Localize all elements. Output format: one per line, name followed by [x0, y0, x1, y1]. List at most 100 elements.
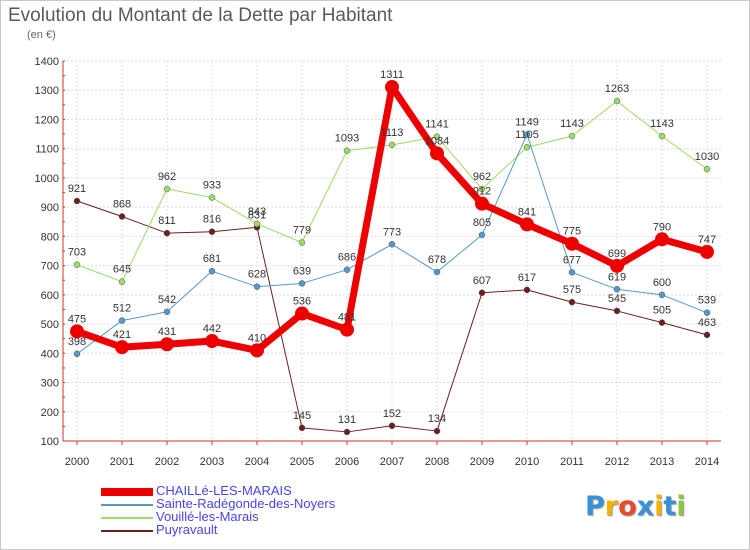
legend-swatch — [101, 517, 153, 519]
legend-label: Vouillé-les-Marais — [156, 509, 259, 524]
data-point — [658, 291, 666, 299]
data-label: 1084 — [425, 135, 449, 147]
data-label: 645 — [113, 264, 131, 276]
data-point — [70, 324, 84, 339]
data-point — [478, 231, 486, 239]
data-point — [118, 278, 126, 285]
data-label: 545 — [608, 293, 626, 305]
data-point — [208, 228, 216, 235]
x-tick-label: 2003 — [200, 456, 224, 468]
x-tick-label: 2010 — [515, 456, 539, 468]
data-label: 841 — [518, 206, 536, 218]
data-label: 481 — [338, 312, 356, 324]
data-label: 475 — [68, 313, 86, 325]
axis-layer: 100 200 300 400 500 600 700 800 900 1000 1100 1200 1… — [35, 56, 721, 468]
data-label: 1105 — [515, 129, 539, 141]
x-tick-label: 2002 — [155, 456, 179, 468]
y-tick-label: 100 — [41, 436, 59, 448]
data-label: 1149 — [515, 116, 539, 128]
data-point — [298, 424, 306, 432]
data-label: 539 — [698, 295, 716, 307]
y-tick-label: 1200 — [35, 114, 59, 126]
legend-swatch — [101, 504, 153, 506]
data-point — [343, 147, 351, 154]
data-label: 134 — [428, 413, 446, 425]
data-point — [253, 220, 261, 228]
data-label: 912 — [473, 186, 491, 198]
data-label: 536 — [293, 296, 311, 308]
data-label: 677 — [563, 254, 581, 266]
data-label: 831 — [248, 209, 266, 221]
data-label: 152 — [383, 408, 401, 420]
logo-letter: i — [676, 491, 686, 522]
data-point — [703, 309, 711, 316]
data-label: 431 — [158, 326, 176, 338]
logo-letter: t — [663, 491, 677, 522]
data-label: 1093 — [335, 133, 359, 145]
data-point — [160, 337, 174, 352]
x-tick-label: 2012 — [605, 456, 629, 468]
data-label: 699 — [608, 248, 626, 260]
data-point — [568, 298, 576, 306]
data-label: 398 — [68, 336, 86, 348]
y-tick-label: 900 — [41, 202, 59, 214]
x-tick-label: 2004 — [245, 456, 269, 468]
legend-swatch — [101, 488, 153, 496]
data-point — [205, 334, 219, 349]
legend-label: CHAILLé-LES-MARAIS — [156, 483, 292, 498]
data-label: 512 — [113, 303, 131, 315]
data-point — [478, 289, 486, 297]
data-label: 921 — [68, 183, 86, 195]
data-label: 542 — [158, 294, 176, 306]
chart-unit: (en €) — [27, 29, 56, 41]
data-label: 1311 — [380, 69, 404, 81]
data-label: 1263 — [605, 83, 629, 95]
data-label: 619 — [608, 271, 626, 283]
data-label: 1143 — [650, 118, 674, 130]
data-label: 775 — [563, 226, 581, 238]
data-point — [658, 319, 666, 326]
x-tick-label: 2013 — [650, 456, 674, 468]
data-point — [475, 196, 489, 211]
data-point — [340, 322, 354, 337]
y-tick-label: 700 — [41, 261, 59, 273]
data-point — [208, 267, 216, 275]
data-label: 773 — [383, 226, 401, 238]
data-point — [73, 261, 81, 268]
legend-swatch — [101, 530, 153, 532]
x-tick-label: 2011 — [560, 456, 584, 468]
logo-letter: i — [654, 491, 664, 522]
data-point — [298, 280, 306, 287]
logo-letter: P — [585, 491, 605, 522]
data-point — [613, 307, 621, 315]
x-tick-label: 2006 — [335, 456, 359, 468]
data-point — [343, 266, 351, 273]
data-point — [115, 340, 129, 355]
chart-title: Evolution du Montant de la Dette par Hab… — [8, 5, 393, 26]
data-label: 816 — [203, 214, 221, 226]
data-point — [430, 146, 444, 161]
y-tick-label: 600 — [41, 290, 59, 302]
data-label: 933 — [203, 180, 221, 192]
data-point — [73, 350, 81, 358]
data-label: 790 — [653, 221, 671, 233]
data-label: 1143 — [560, 118, 584, 130]
data-point — [613, 286, 621, 293]
data-point — [208, 194, 216, 201]
y-tick-label: 400 — [41, 348, 59, 360]
x-tick-label: 2009 — [470, 456, 494, 468]
data-label: 600 — [653, 277, 671, 289]
data-point — [655, 232, 669, 247]
data-point — [433, 268, 441, 276]
data-label: 442 — [203, 323, 221, 335]
data-label: 962 — [158, 171, 176, 183]
data-point — [118, 317, 126, 324]
data-label: 463 — [698, 317, 716, 329]
data-label: 1113 — [381, 127, 404, 139]
data-point — [613, 97, 621, 105]
data-point — [478, 185, 486, 193]
data-label: 747 — [698, 234, 716, 246]
data-point — [568, 132, 576, 140]
data-point — [385, 80, 399, 95]
